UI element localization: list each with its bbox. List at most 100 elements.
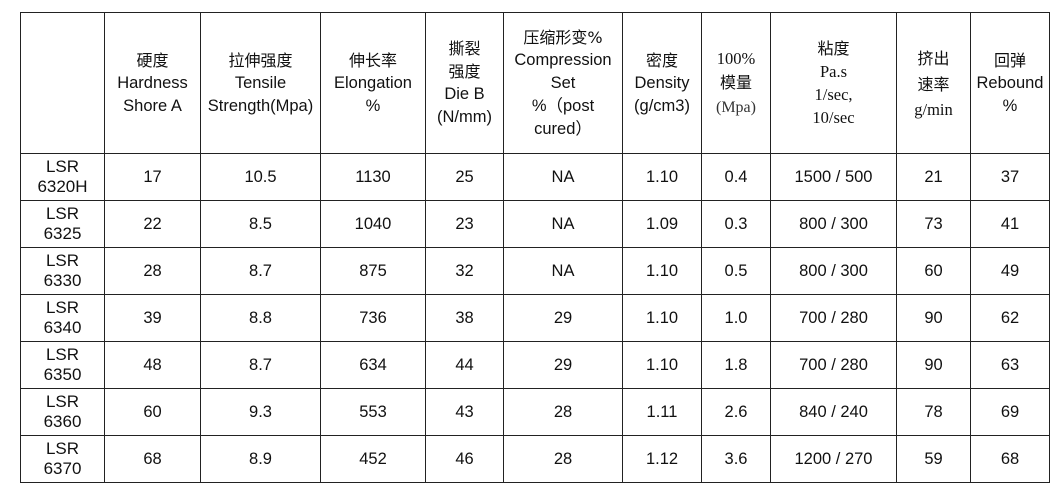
viscosity-cell: 800 / 300 [770,200,897,248]
viscosity-cell: 1200 / 270 [770,435,897,483]
tear-cell: 38 [425,294,504,342]
model-line: 6320H [37,177,88,196]
header-line: 密度 [645,50,678,70]
header-line: 硬度 [136,50,169,70]
tensile-cell: 10.5 [200,153,321,201]
model-cell: LSR 6325 [20,200,105,248]
header-compression: 压缩形变% Compression Set %（post cured） [503,12,623,154]
model-line: LSR [45,251,80,270]
model-line: 6340 [43,318,82,337]
header-line: 压缩形变% [523,27,603,47]
elongation-cell: 875 [320,247,426,295]
elongation-cell: 553 [320,388,426,436]
tear-cell: 46 [425,435,504,483]
header-line: (Mpa) [716,99,756,116]
rebound-cell: 62 [970,294,1050,342]
header-line: Set [550,73,576,92]
model-line: 6325 [43,224,82,243]
header-line: Hardness [117,73,188,92]
rebound-cell: 49 [970,247,1050,295]
modulus-cell: 3.6 [701,435,771,483]
header-line: % [1002,96,1018,115]
header-line: Shore A [123,96,182,115]
header-line: g/min [914,99,953,119]
header-viscosity: 粘度 Pa.s 1/sec, 10/sec [770,12,897,154]
header-line: 回弹 [993,50,1026,70]
density-cell: 1.10 [622,247,702,295]
modulus-cell: 2.6 [701,388,771,436]
header-line: 伸长率 [348,50,397,70]
hardness-cell: 17 [104,153,201,201]
table-row: LSR 6340 39 8.8 736 38 29 1.10 1.0 700 / … [20,294,1050,342]
header-line: Density [634,73,690,92]
header-line: Strength(Mpa) [207,96,314,115]
header-line: 强度 [448,62,481,81]
density-cell: 1.12 [622,435,702,483]
tear-cell: 43 [425,388,504,436]
header-line: Pa.s [819,62,848,81]
modulus-cell: 0.5 [701,247,771,295]
header-line: (N/mm) [437,108,492,126]
compression-cell: 28 [503,435,623,483]
header-line: cured） [534,119,592,138]
modulus-cell: 1.0 [701,294,771,342]
density-cell: 1.10 [622,294,702,342]
extrusion-cell: 73 [896,200,971,248]
elongation-cell: 1130 [320,153,426,201]
density-cell: 1.09 [622,200,702,248]
table-row: LSR 6360 60 9.3 553 43 28 1.11 2.6 840 / … [20,388,1050,436]
density-cell: 1.11 [622,388,702,436]
hardness-cell: 28 [104,247,201,295]
header-line: 撕裂 [448,39,481,58]
modulus-cell: 0.4 [701,153,771,201]
compression-cell: NA [503,200,623,248]
header-row: 硬度 Hardness Shore A 拉伸强度 Tensile Strengt… [20,12,1050,154]
rebound-cell: 69 [970,388,1050,436]
rebound-cell: 41 [970,200,1050,248]
header-line: 拉伸强度 [228,50,293,70]
header-density: 密度 Density (g/cm3) [622,12,702,154]
header-line: 速率 [917,74,950,94]
extrusion-cell: 90 [896,341,971,389]
compression-cell: 29 [503,294,623,342]
extrusion-cell: 90 [896,294,971,342]
header-line: 挤出 [917,48,950,68]
header-line: Rebound [976,73,1044,92]
model-line: 6360 [43,412,82,431]
tensile-cell: 8.9 [200,435,321,483]
table-row: LSR 6370 68 8.9 452 46 28 1.12 3.6 1200 /… [20,435,1050,483]
header-line: Elongation [334,73,412,92]
model-cell: LSR 6320H [20,153,105,201]
tear-cell: 25 [425,153,504,201]
header-line: (g/cm3) [634,96,690,115]
table-row: LSR 6330 28 8.7 875 32 NA 1.10 0.5 800 / … [20,247,1050,295]
tensile-cell: 8.8 [200,294,321,342]
tear-cell: 23 [425,200,504,248]
header-line: 粘度 [817,39,850,58]
elongation-cell: 736 [320,294,426,342]
header-line: Tensile [234,73,287,92]
table-body: LSR 6320H 17 10.5 1130 25 NA 1.10 0.4 150… [20,153,1050,483]
model-line: LSR [45,298,80,317]
header-tear: 撕裂 强度 Die B (N/mm) [425,12,504,154]
elongation-cell: 452 [320,435,426,483]
model-line: LSR [45,345,80,364]
viscosity-cell: 700 / 280 [770,294,897,342]
header-line: %（post [531,96,595,115]
table-row: LSR 6350 48 8.7 634 44 29 1.10 1.8 700 / … [20,341,1050,389]
extrusion-cell: 21 [896,153,971,201]
model-line: LSR [45,439,80,458]
model-cell: LSR 6370 [20,435,105,483]
extrusion-cell: 59 [896,435,971,483]
header-rebound: 回弹 Rebound % [970,12,1050,154]
model-line: 6330 [43,271,82,290]
extrusion-cell: 60 [896,247,971,295]
tear-cell: 32 [425,247,504,295]
viscosity-cell: 1500 / 500 [770,153,897,201]
density-cell: 1.10 [622,341,702,389]
rebound-cell: 68 [970,435,1050,483]
header-line: Compression [514,50,612,69]
table-row: LSR 6320H 17 10.5 1130 25 NA 1.10 0.4 150… [20,153,1050,201]
table-row: LSR 6325 22 8.5 1040 23 NA 1.09 0.3 800 /… [20,200,1050,248]
model-cell: LSR 6330 [20,247,105,295]
